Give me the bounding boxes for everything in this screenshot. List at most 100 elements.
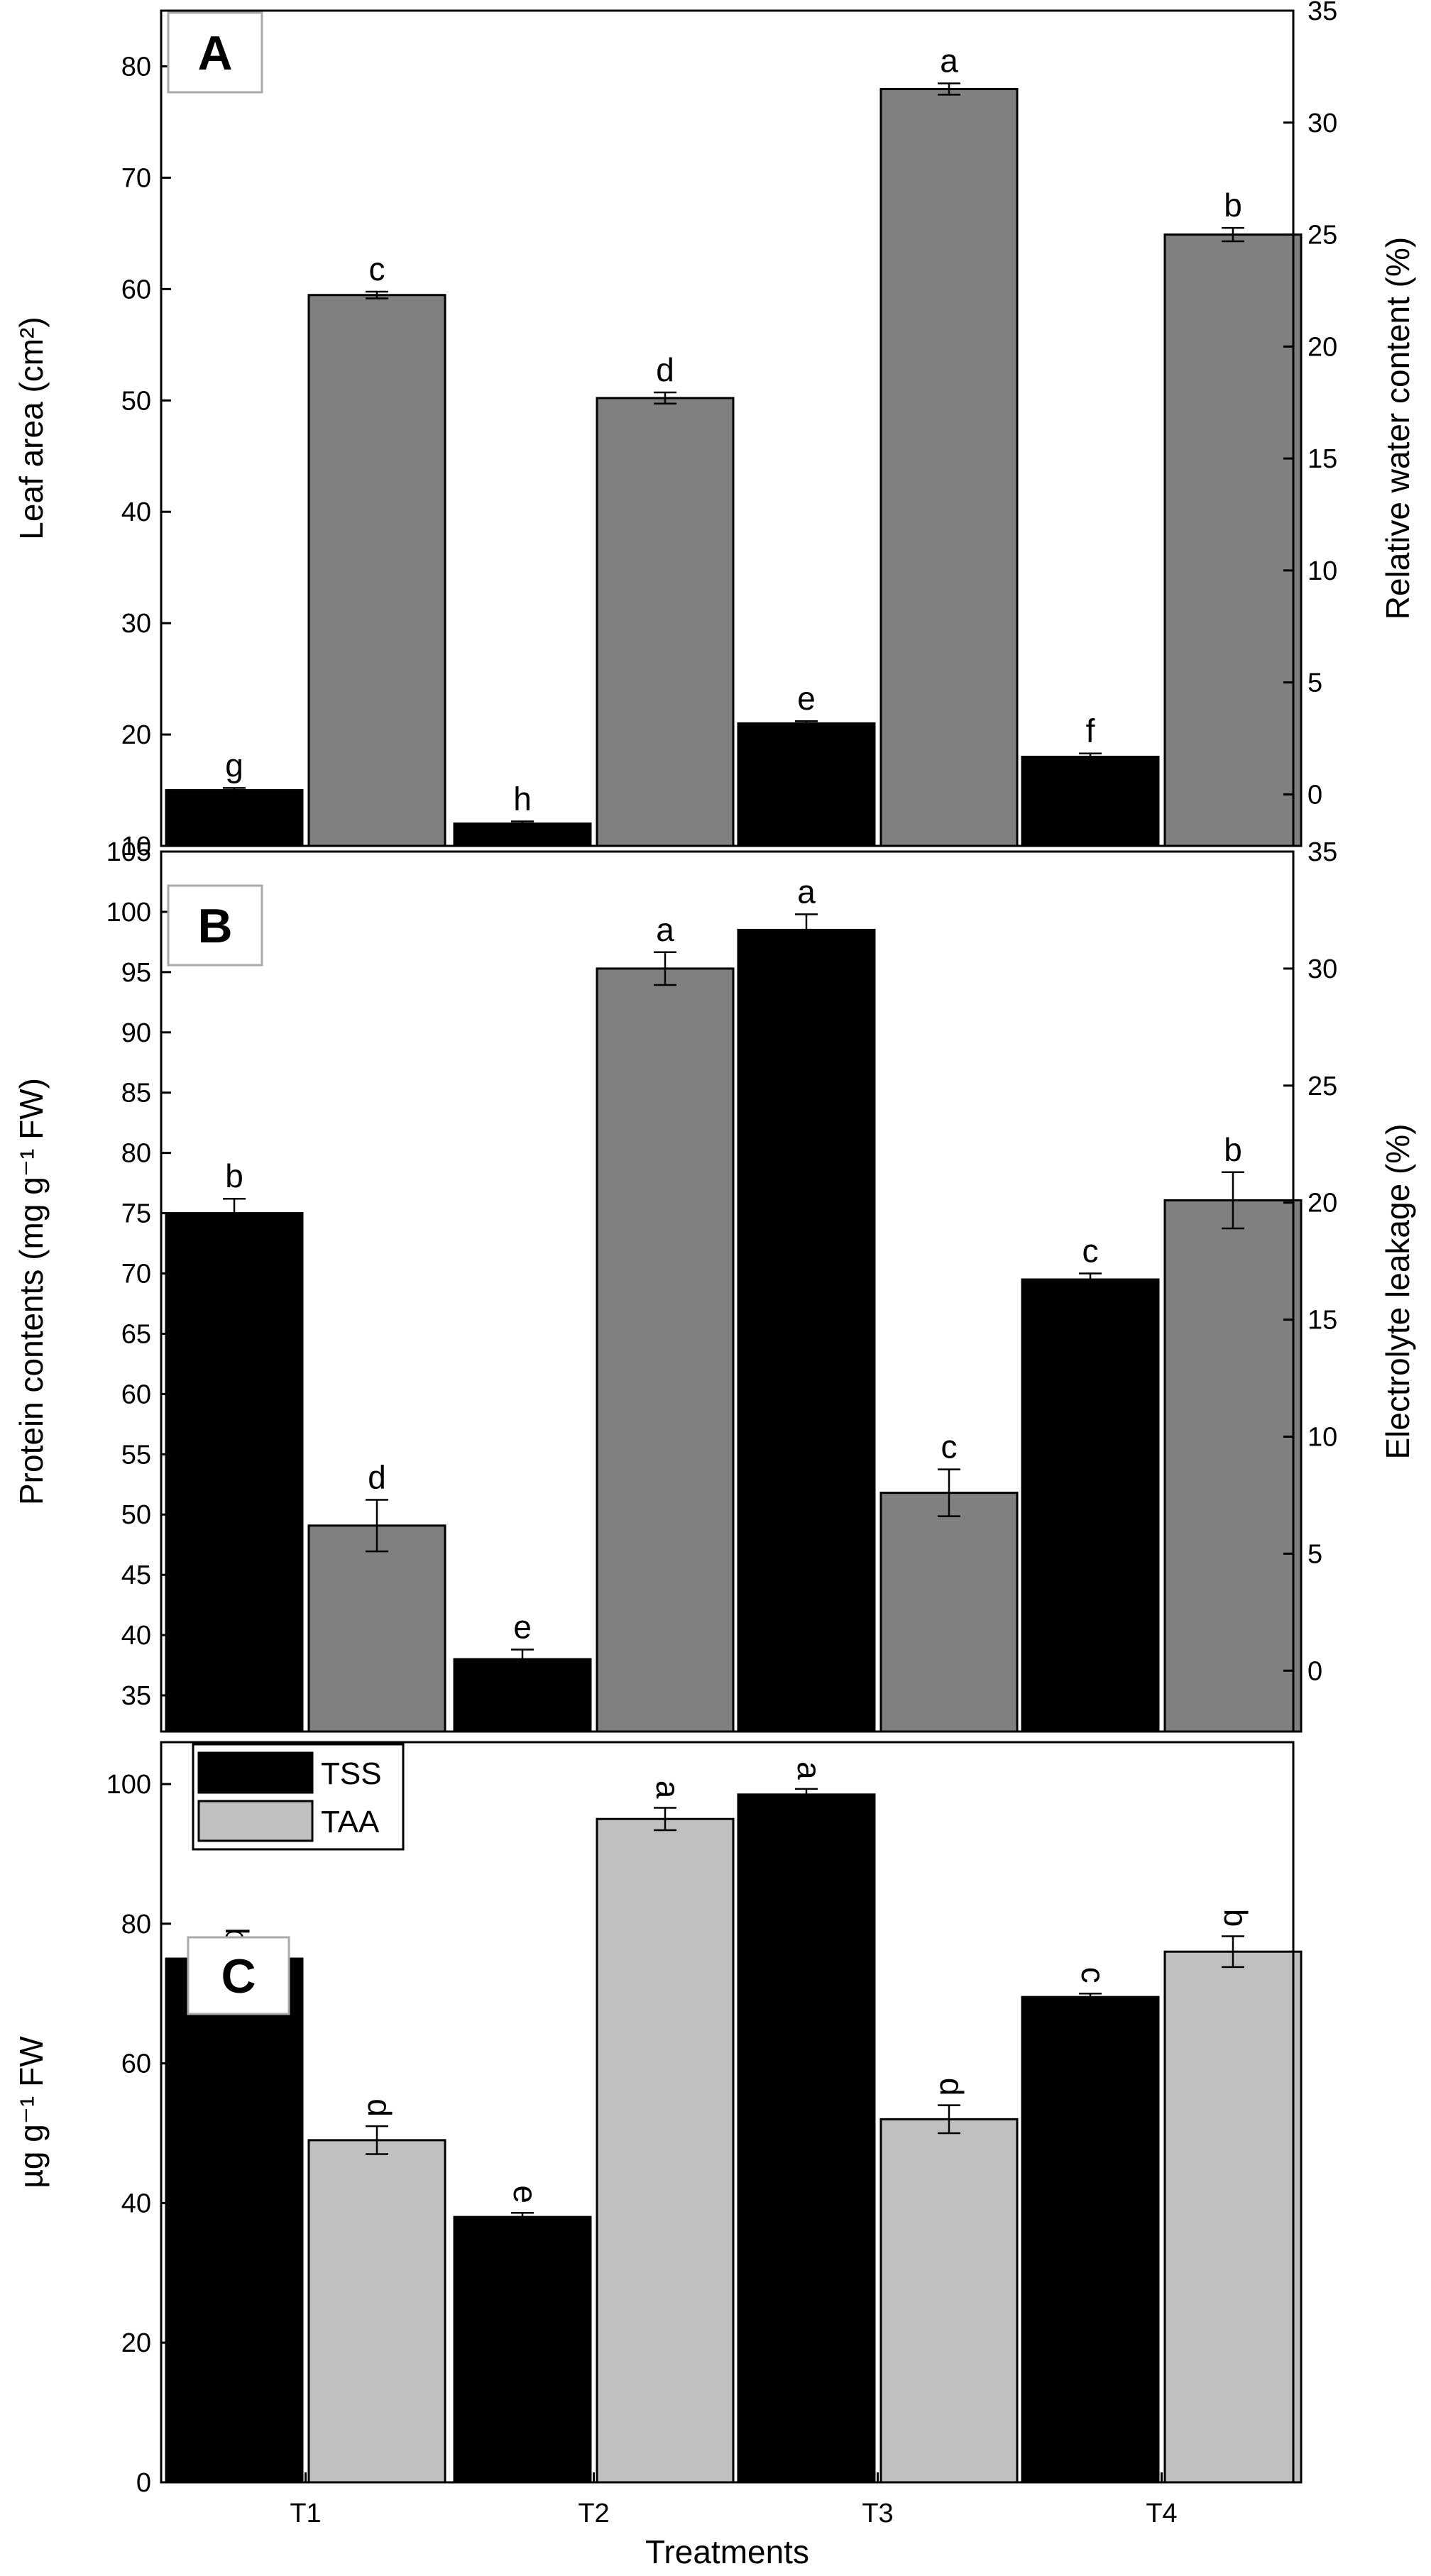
panel-letter-c: C [221,1949,256,2003]
left-tick-label-a-80: 80 [121,52,151,82]
left-tick-label-a-50: 50 [121,386,151,416]
left-tick-label-b-85: 85 [121,1079,151,1108]
legend-swatch-taa [197,1800,314,1842]
legend-label-taa: TAA [321,1805,380,1839]
left-axis-title-a: Leaf area (cm²) [13,317,50,539]
left-tick-label-a-40: 40 [121,497,151,527]
sig-label-c-s2-t2: a [649,1780,686,1799]
sig-label-a-s1-t2: h [513,780,532,817]
left-tick-label-b-50: 50 [121,1500,151,1530]
left-tick-label-b-40: 40 [121,1621,151,1651]
left-tick-label-b-55: 55 [121,1440,151,1470]
sig-label-b-s1-t1: b [225,1157,243,1194]
right-tick-label-b-25: 25 [1307,1072,1337,1101]
right-tick-label-b-20: 20 [1307,1189,1337,1218]
left-tick-label-b-45: 45 [121,1561,151,1590]
bar-c-s2-t4 [1163,1950,1303,2484]
right-tick-label-b-5: 5 [1307,1539,1322,1569]
bar-a-s2-t3 [879,87,1019,847]
right-tick-label-b-0: 0 [1307,1656,1322,1686]
bar-a-s2-t1 [307,294,446,847]
right-tick-label-a-0: 0 [1307,780,1322,810]
legend-label-tss: TSS [321,1756,382,1791]
x-tick-label-t4: T4 [1146,2499,1177,2528]
sig-label-b-s2-t1: d [368,1459,386,1496]
bar-b-s2-t1 [307,1524,446,1733]
right-tick-label-b-10: 10 [1307,1422,1337,1452]
sig-label-a-s2-t1: c [369,251,385,287]
bar-b-s2-t4 [1163,1199,1303,1733]
left-tick-label-a-20: 20 [121,720,151,750]
sig-label-a-s1-t4: f [1086,712,1095,749]
sig-label-a-s2-t2: d [656,351,674,388]
bar-b-s2-t3 [879,1492,1019,1733]
left-tick-label-c-20: 20 [121,2328,151,2358]
bar-b-s1-t3 [737,928,876,1733]
sig-label-b-s2-t4: b [1224,1131,1242,1168]
panel-letter-box-b [167,884,263,967]
sig-label-a-s1-t1: g [225,747,243,783]
left-tick-label-b-35: 35 [121,1681,151,1711]
left-axis-title-c: µg g⁻¹ FW [13,2036,50,2189]
right-tick-label-b-15: 15 [1307,1306,1337,1336]
left-tick-label-a-70: 70 [121,163,151,193]
bar-b-s1-t2 [453,1658,592,1733]
left-axis-title-b: Protein contents (mg g⁻¹ FW) [13,1078,50,1505]
left-tick-label-c-60: 60 [121,2049,151,2079]
plot-frame-c [160,1741,1295,2484]
left-tick-label-b-65: 65 [121,1319,151,1349]
sig-label-c-s2-t4: b [1217,1909,1254,1927]
left-tick-label-b-95: 95 [121,958,151,988]
left-tick-label-b-90: 90 [121,1018,151,1048]
bar-c-s1-t3 [737,1793,876,2484]
left-tick-label-b-70: 70 [121,1260,151,1289]
sig-label-c-s1-t3: a [791,1761,828,1780]
sig-label-a-s2-t4: b [1224,187,1242,224]
sig-label-c-s1-t2: e [507,2185,544,2203]
bar-c-s1-t1 [165,1957,304,2484]
left-tick-label-b-105: 105 [106,837,151,867]
panel-letter-box-c [187,1936,290,2015]
sig-label-c-s1-t4: c [1075,1967,1112,1983]
x-axis-title: Treatments [645,2533,809,2570]
bar-c-s1-t4 [1021,1996,1160,2484]
left-tick-label-c-40: 40 [121,2189,151,2218]
bar-c-s2-t1 [307,2139,446,2484]
legend-swatch-tss [197,1751,314,1794]
bar-a-s2-t2 [596,397,735,847]
panel-letter-box-a [167,11,263,94]
bar-a-s2-t4 [1163,233,1303,847]
left-tick-label-c-100: 100 [106,1770,151,1800]
sig-label-b-s1-t3: a [797,873,816,910]
panel-c: beacdadb020406080100µg g⁻¹ FWCT1T2T3T4Tr… [13,1741,1303,2570]
bar-b-s2-t2 [596,967,735,1733]
x-tick-label-t3: T3 [862,2499,893,2528]
right-tick-label-a-30: 30 [1307,109,1337,138]
right-tick-label-a-35: 35 [1307,0,1337,26]
panel-letter-b: B [197,899,232,953]
right-tick-label-a-5: 5 [1307,668,1322,698]
left-tick-label-a-10: 10 [121,832,151,862]
bar-b-s1-t1 [165,1212,304,1733]
right-tick-label-b-30: 30 [1307,954,1337,984]
right-tick-label-b-35: 35 [1307,837,1337,867]
sig-label-b-s2-t3: c [941,1429,958,1465]
sig-label-a-s1-t3: e [797,680,816,717]
plot-frame-b [160,850,1295,1733]
bar-a-s1-t1 [165,789,304,847]
sig-label-b-s1-t2: e [513,1608,532,1645]
panel-letter-a: A [197,26,232,80]
panel-a: g h e f c d a b 10 20 30 40 50 60 70 80 Leaf area (cm²) 0… [13,0,1416,862]
bar-a-s1-t4 [1021,755,1160,847]
left-tick-label-b-60: 60 [121,1380,151,1409]
left-tick-label-b-80: 80 [121,1139,151,1169]
bar-a-s1-t3 [737,722,876,847]
sig-label-c-s2-t3: d [933,2078,970,2096]
left-tick-label-b-75: 75 [121,1199,151,1229]
right-tick-label-a-20: 20 [1307,332,1337,362]
bar-c-s2-t3 [879,2118,1019,2484]
bar-c-s2-t2 [596,1817,735,2484]
bar-b-s1-t4 [1021,1278,1160,1733]
plot-frame-a [160,9,1295,847]
x-tick-label-t2: T2 [578,2499,609,2528]
